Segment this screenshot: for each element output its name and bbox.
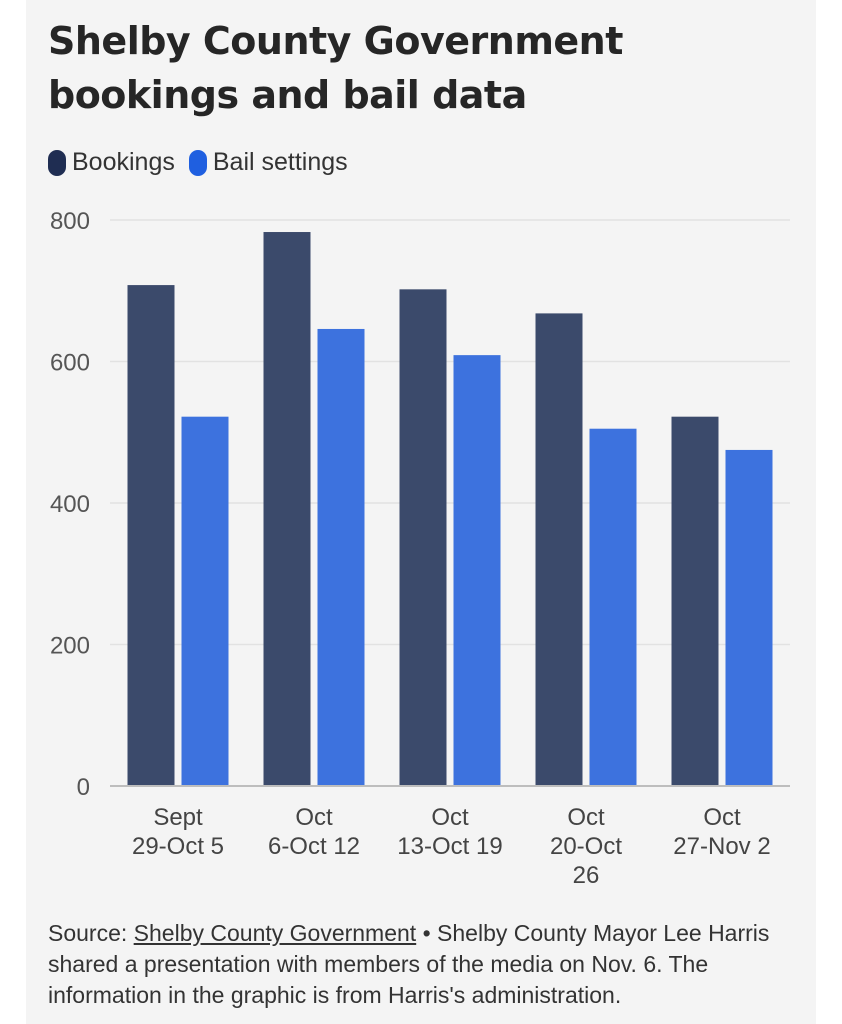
x-tick-label-line: 27-Nov 2	[673, 833, 770, 860]
bar-bail-settings	[317, 328, 365, 786]
legend-swatch-bail-settings	[188, 149, 207, 176]
legend-item-bail-settings: Bail settings	[188, 148, 348, 177]
x-tick-label-line: 20-Oct	[550, 833, 622, 860]
legend: Bookings Bail settings	[48, 148, 362, 177]
legend-swatch-bookings	[48, 149, 66, 176]
bar-bookings	[671, 416, 719, 786]
x-tick-label: Oct 13-Oct 19	[397, 804, 502, 860]
x-tick-label-line: Oct	[431, 804, 469, 831]
legend-item-bookings: Bookings	[48, 148, 175, 177]
y-tick-label: 800	[50, 208, 90, 235]
x-tick-label: Oct 27-Nov 2	[673, 804, 770, 860]
bar-bookings	[263, 232, 311, 787]
y-tick-label: 0	[77, 774, 90, 801]
x-tick-label-line: Oct	[567, 804, 605, 831]
x-tick-label-line: Sept	[153, 804, 203, 831]
bar-bail-settings	[725, 449, 773, 786]
x-tick-label-line: Oct	[703, 804, 741, 831]
x-tick-label: Sept 29-Oct 5	[132, 804, 224, 860]
x-tick-label-line: Oct	[295, 804, 333, 831]
source-label: Source:	[48, 920, 128, 946]
source-link[interactable]: Shelby County Government	[133, 920, 417, 946]
legend-label-bookings: Bookings	[72, 148, 175, 176]
bar-bail-settings	[181, 416, 229, 786]
y-tick-label: 400	[50, 491, 90, 518]
bar-bookings	[535, 313, 583, 786]
x-tick-label-line: 29-Oct 5	[132, 833, 224, 860]
bar-bail-settings	[589, 428, 637, 786]
source-note: Source: Shelby County Government • Shelb…	[48, 918, 808, 1011]
bar-bail-settings	[453, 355, 501, 786]
y-tick-label: 200	[50, 633, 90, 660]
x-tick-label: Oct 6-Oct 12	[268, 804, 360, 860]
x-tick-label-line: 13-Oct 19	[397, 833, 502, 860]
chart-title: Shelby County Government bookings and ba…	[48, 19, 623, 117]
x-tick-label-line: 6-Oct 12	[268, 833, 360, 860]
x-tick-label: Oct 20-Oct 26	[550, 804, 622, 889]
bar-bookings	[127, 285, 175, 786]
x-tick-label-line: 26	[573, 862, 600, 889]
legend-label-bail-settings: Bail settings	[212, 148, 348, 176]
bar-bookings	[399, 289, 447, 786]
y-tick-label: 600	[50, 350, 90, 377]
source-description: • Shelby County Mayor Lee Harris shared …	[48, 920, 770, 1008]
